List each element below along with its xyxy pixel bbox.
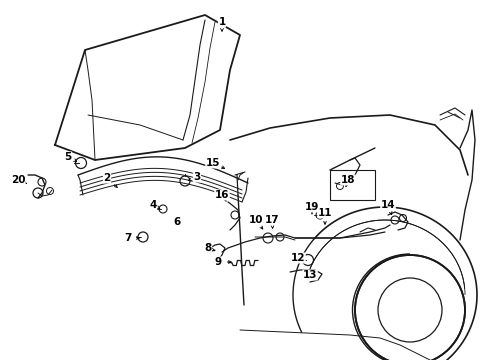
Text: 18: 18 [340,175,354,185]
Text: 14: 14 [380,200,394,210]
Text: 8: 8 [204,243,211,253]
Text: 2: 2 [103,173,110,183]
Bar [329,170,374,200]
Text: 4: 4 [149,200,156,210]
Circle shape [354,255,464,360]
Text: 19: 19 [304,202,319,212]
Text: 13: 13 [302,270,317,280]
Text: 16: 16 [214,190,229,200]
Text: 6: 6 [173,217,180,227]
Text: 3: 3 [193,172,200,182]
Text: 1: 1 [218,17,225,27]
Text: 10: 10 [248,215,263,225]
Text: 9: 9 [214,257,221,267]
Text: 11: 11 [317,208,331,218]
Text: 5: 5 [64,152,71,162]
Text: 7: 7 [124,233,131,243]
Text: 15: 15 [205,158,220,168]
Text: 20: 20 [11,175,25,185]
Text: 17: 17 [264,215,279,225]
Text: 12: 12 [290,253,305,263]
